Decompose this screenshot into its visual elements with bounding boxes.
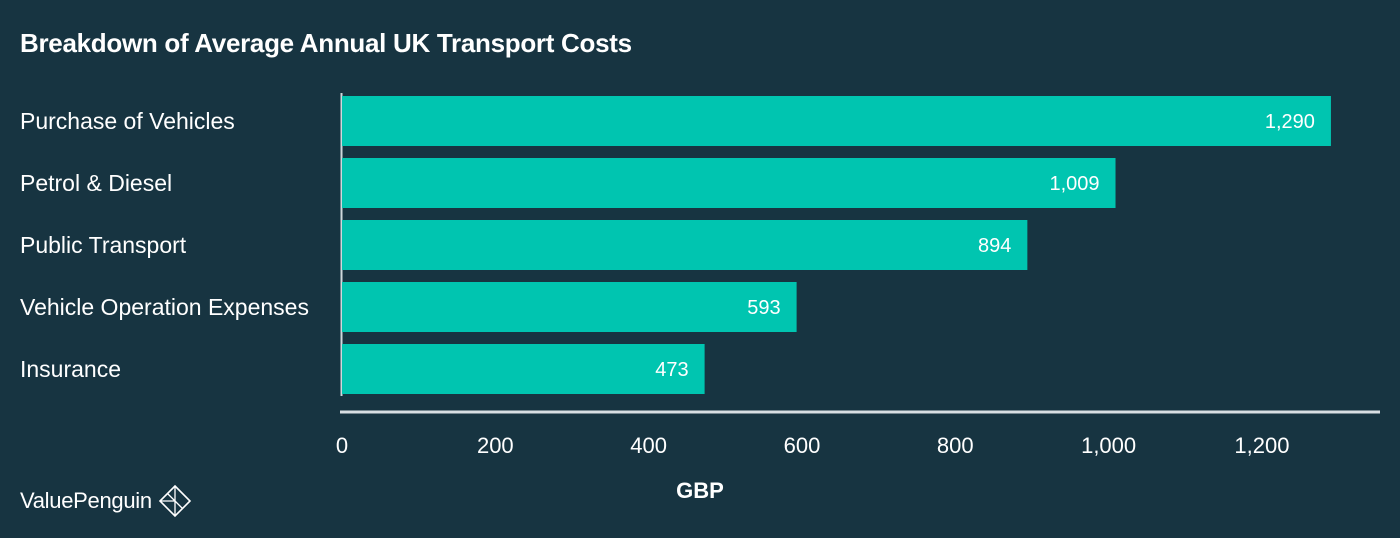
bar-value-label: 1,290: [1265, 111, 1315, 133]
bar-value-label: 894: [978, 235, 1011, 257]
category-label: Petrol & Diesel: [20, 170, 172, 196]
x-tick-label: 800: [937, 433, 974, 458]
brand-logo: ValuePenguin: [20, 484, 192, 518]
bars-layer: Purchase of Vehicles 1,290 Petrol & Diesel…: [20, 93, 1331, 396]
chart-title: Breakdown of Average Annual UK Transport…: [20, 28, 632, 58]
category-label: Purchase of Vehicles: [20, 108, 235, 134]
x-tick-label: 0: [336, 433, 348, 458]
x-tick-label: 600: [784, 433, 821, 458]
bar: [342, 344, 705, 394]
bar: [342, 282, 797, 332]
category-label: Insurance: [20, 356, 121, 382]
bar: [342, 96, 1331, 146]
x-tick-label: 1,000: [1081, 433, 1136, 458]
bar-value-label: 473: [655, 359, 688, 381]
x-axis: 0 200 400 600 800 1,000 1,200: [336, 410, 1380, 458]
brand-name: ValuePenguin: [20, 488, 152, 513]
bar-value-label: 593: [747, 297, 780, 319]
bar: [342, 220, 1028, 270]
x-tick-label: 1,200: [1234, 433, 1289, 458]
x-tick-label: 400: [630, 433, 667, 458]
x-axis-label: GBP: [676, 478, 724, 503]
category-label: Vehicle Operation Expenses: [20, 294, 309, 320]
bar: [342, 158, 1116, 208]
category-label: Public Transport: [20, 232, 187, 258]
bar-value-label: 1,009: [1049, 173, 1099, 195]
penguin-diamond-logo-icon: [158, 484, 191, 518]
x-tick-label: 200: [477, 433, 514, 458]
